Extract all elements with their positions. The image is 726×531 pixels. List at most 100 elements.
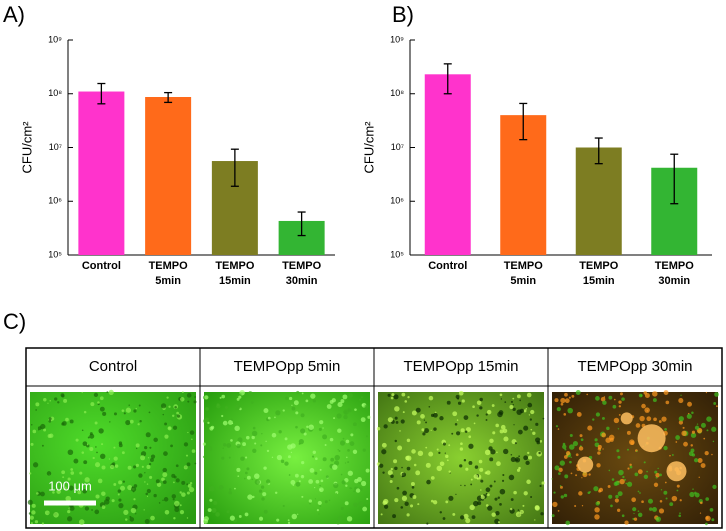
micrograph-texture xyxy=(413,463,417,467)
micrograph-texture xyxy=(442,517,446,520)
micrograph-texture xyxy=(593,486,599,492)
y-tick-label: 10⁶ xyxy=(390,196,404,206)
micrograph-texture xyxy=(204,395,209,400)
micrograph-texture xyxy=(595,396,600,401)
micrograph-texture xyxy=(376,427,381,431)
micrograph-texture xyxy=(557,509,560,512)
micrograph-texture xyxy=(553,491,556,494)
micrograph-texture xyxy=(238,395,242,399)
micrograph-texture xyxy=(174,406,177,409)
column-header: TEMPOpp 5min xyxy=(234,358,341,375)
micrograph-texture xyxy=(95,446,97,448)
micrograph-texture xyxy=(617,491,623,497)
micrograph-texture xyxy=(301,495,304,498)
micrograph-texture xyxy=(365,502,368,505)
micrograph-texture xyxy=(291,513,298,520)
micrograph-texture xyxy=(669,454,671,457)
micrograph-texture xyxy=(40,491,45,497)
micrograph-texture xyxy=(479,467,484,472)
micrograph-texture xyxy=(222,447,224,449)
micrograph-texture xyxy=(632,507,637,512)
micrograph-texture xyxy=(703,437,706,440)
micrograph-texture xyxy=(394,406,400,412)
micrograph-texture xyxy=(568,396,571,399)
micrograph-texture xyxy=(637,490,640,493)
micrograph-texture xyxy=(433,412,438,418)
micrograph-texture xyxy=(704,451,709,456)
micrograph-texture xyxy=(362,506,368,512)
micrograph-texture xyxy=(278,430,282,434)
micrograph-texture xyxy=(125,407,132,413)
micrograph-texture xyxy=(425,421,428,424)
micrograph-texture xyxy=(183,465,188,470)
micrograph-texture xyxy=(137,423,140,426)
micrograph-texture xyxy=(518,455,520,458)
micrograph-texture xyxy=(406,438,411,443)
micrograph-texture xyxy=(526,479,531,485)
micrograph-texture xyxy=(133,484,138,488)
micrograph-texture xyxy=(133,465,137,469)
micrograph-texture xyxy=(647,498,653,504)
micrograph-texture xyxy=(643,461,646,464)
panel-label: B) xyxy=(392,2,414,27)
micrograph-texture xyxy=(148,463,152,466)
micrograph-texture xyxy=(172,414,175,417)
micrograph-texture xyxy=(417,503,420,506)
micrograph-texture xyxy=(663,390,669,395)
micrograph-texture xyxy=(32,462,39,468)
micrograph-texture xyxy=(563,413,567,416)
micrograph-texture xyxy=(219,396,222,399)
micrograph-texture xyxy=(499,393,503,397)
micrograph-texture xyxy=(161,477,165,482)
y-tick-label: 10⁷ xyxy=(49,142,62,152)
micrograph-texture xyxy=(390,467,393,471)
micrograph-texture xyxy=(526,392,532,398)
micrograph-texture xyxy=(290,451,293,454)
micrograph-texture xyxy=(265,440,267,443)
micrograph-texture xyxy=(387,470,393,476)
micrograph-texture xyxy=(82,441,88,447)
micrograph-texture xyxy=(566,451,571,456)
micrograph-texture xyxy=(240,393,242,395)
micrograph-texture xyxy=(499,502,502,506)
micrograph-texture xyxy=(226,510,230,514)
micrograph-texture xyxy=(554,398,559,403)
micrograph-texture xyxy=(118,502,124,509)
micrograph-texture xyxy=(621,514,625,518)
micrograph-texture xyxy=(700,422,706,428)
micrograph-texture xyxy=(263,466,267,470)
micrograph-texture xyxy=(312,450,316,455)
micrograph-texture xyxy=(324,500,328,504)
micrograph-texture xyxy=(144,519,150,524)
micrograph-texture xyxy=(276,454,283,461)
micrograph-texture xyxy=(94,509,100,515)
micrograph-texture xyxy=(394,416,398,420)
micrograph-texture xyxy=(287,519,290,522)
micrograph-texture xyxy=(559,460,566,466)
micrograph-texture xyxy=(502,474,505,477)
micrograph-texture xyxy=(367,415,371,419)
micrograph-texture xyxy=(205,407,209,411)
micrograph-texture xyxy=(625,482,628,485)
micrograph-texture xyxy=(186,483,189,486)
micrograph-texture xyxy=(627,467,630,470)
micrograph-texture xyxy=(211,508,217,513)
x-tick-label: Control xyxy=(428,260,468,272)
micrograph-texture xyxy=(411,449,416,454)
micrograph-texture xyxy=(260,485,265,489)
x-tick-label: TEMPO 15min xyxy=(215,260,255,287)
micrograph-texture xyxy=(612,404,617,409)
column-header: TEMPOpp 30min xyxy=(577,358,692,375)
micrograph-texture xyxy=(194,396,196,398)
micrograph-texture xyxy=(366,498,369,501)
micrograph-texture xyxy=(129,517,135,522)
micrograph-texture xyxy=(94,421,98,425)
micrograph-texture xyxy=(468,443,474,449)
column-header: Control xyxy=(89,358,137,375)
micrograph-texture xyxy=(497,411,503,418)
micrograph-texture xyxy=(29,515,34,520)
micrograph-texture xyxy=(228,456,231,459)
micrograph-texture xyxy=(556,407,561,412)
micrograph-texture xyxy=(430,499,434,503)
micrograph-texture xyxy=(146,488,151,494)
